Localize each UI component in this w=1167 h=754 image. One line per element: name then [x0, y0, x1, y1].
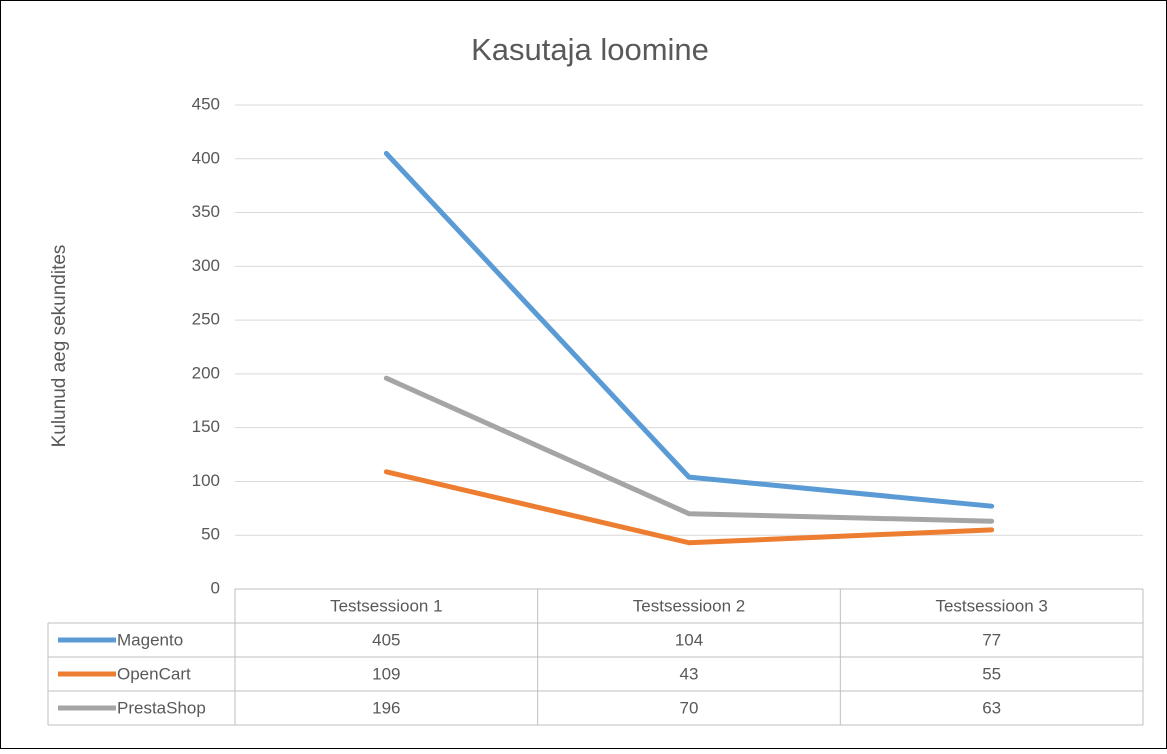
legend-label: Magento — [117, 630, 183, 649]
table-value: 104 — [675, 630, 703, 649]
y-tick-label: 100 — [192, 471, 220, 490]
table-value: 55 — [982, 664, 1001, 683]
y-axis-label: Kulunud aeg sekundites — [49, 245, 70, 448]
table-value: 43 — [680, 664, 699, 683]
y-tick-label: 50 — [201, 525, 220, 544]
x-tick-label: Testsessioon 1 — [330, 596, 442, 615]
y-tick-label: 0 — [211, 578, 220, 597]
y-tick-label: 450 — [192, 94, 220, 113]
series-line — [383, 150, 995, 509]
y-tick-label: 200 — [192, 363, 220, 382]
x-tick-label: Testsessioon 2 — [633, 596, 745, 615]
y-tick-label: 400 — [192, 148, 220, 167]
chart-title: Kasutaja loomine — [471, 32, 709, 67]
series-line — [383, 375, 995, 524]
table-value: 70 — [680, 698, 699, 717]
table-value: 196 — [372, 698, 400, 717]
y-tick-label: 300 — [192, 256, 220, 275]
table-value: 405 — [372, 630, 400, 649]
y-tick-label: 350 — [192, 202, 220, 221]
y-tick-label: 150 — [192, 417, 220, 436]
series-line — [383, 469, 995, 546]
table-value: 63 — [982, 698, 1001, 717]
x-tick-label: Testsessioon 3 — [935, 596, 1047, 615]
y-tick-label: 250 — [192, 310, 220, 329]
legend-label: PrestaShop — [117, 698, 206, 717]
legend-label: OpenCart — [117, 664, 191, 683]
table-value: 77 — [982, 630, 1001, 649]
table-value: 109 — [372, 664, 400, 683]
